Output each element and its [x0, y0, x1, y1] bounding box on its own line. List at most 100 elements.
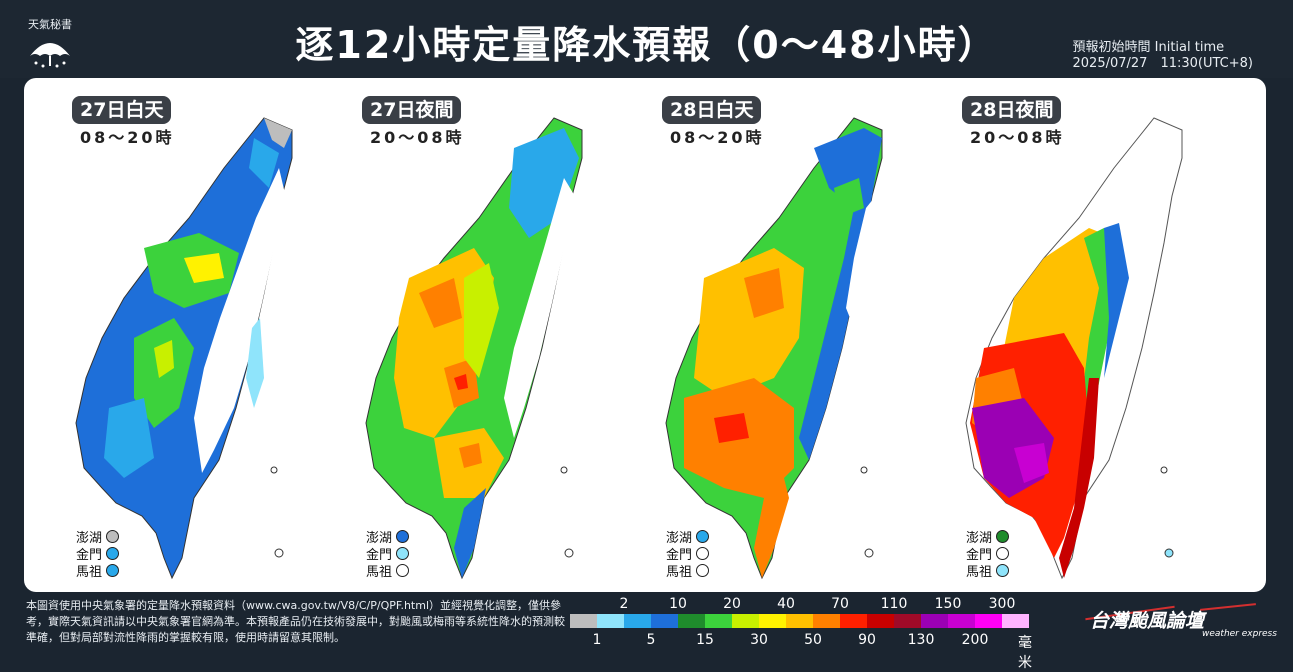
- legend-tick-label: 70: [831, 596, 849, 612]
- island-rain-dot: [996, 530, 1010, 543]
- island-name: 金門: [966, 548, 993, 563]
- logo: 天氣秘書: [22, 16, 78, 72]
- island-row: 金門: [76, 545, 120, 563]
- legend-tick-label: 30: [750, 632, 768, 648]
- island-name: 澎湖: [666, 531, 693, 546]
- outlying-islands-legend: 澎湖 金門 馬祖: [666, 528, 710, 580]
- legend-tick-label: 1: [592, 632, 602, 648]
- island-row: 馬祖: [76, 562, 120, 580]
- legend-tick-label: 200: [961, 632, 989, 648]
- island-name: 澎湖: [966, 531, 993, 546]
- panel-time-range: 08～20時: [80, 128, 175, 147]
- island-name: 馬祖: [666, 565, 693, 580]
- outlying-islands-legend: 澎湖 金門 馬祖: [966, 528, 1010, 580]
- legend-tick-label: 110: [880, 596, 908, 612]
- island-row: 金門: [666, 545, 710, 563]
- legend-tick-label: 130: [907, 632, 935, 648]
- panel-time-range: 08～20時: [670, 128, 765, 147]
- island-rain-dot: [996, 564, 1010, 577]
- legend-swatch: [705, 614, 732, 628]
- outlying-islands-legend: 澎湖 金門 馬祖: [76, 528, 120, 580]
- disclaimer-note: 本圖資使用中央氣象署的定量降水預報資料（www.cwa.gov.tw/V8/C/…: [26, 599, 565, 644]
- map-panel-3: 28日白天 08～20時 澎湖 金門 馬祖: [614, 78, 914, 592]
- legend-tick-label: 50: [804, 632, 822, 648]
- init-time-block: 預報初始時間 Initial time 2025/07/27 11:30(UTC…: [1073, 40, 1253, 72]
- island-rain-dot: [106, 564, 120, 577]
- island-name: 澎湖: [76, 531, 103, 546]
- legend-swatch: [1002, 614, 1029, 628]
- legend-swatch: [948, 614, 975, 628]
- island-name: 金門: [76, 548, 103, 563]
- panel-date-badge: 27日白天: [72, 96, 172, 124]
- legend-unit-label: 毫米: [1018, 635, 1032, 671]
- map-panel-4: 28日夜間 20～08時 澎湖 金門 馬祖: [914, 78, 1214, 592]
- island-name: 澎湖: [366, 531, 393, 546]
- island-row: 金門: [966, 545, 1010, 563]
- legend-swatch: [732, 614, 759, 628]
- island-rain-dot: [696, 547, 710, 560]
- legend-swatch: [786, 614, 813, 628]
- island-rain-dot: [106, 547, 120, 560]
- island-name: 馬祖: [366, 565, 393, 580]
- legend-swatch: [921, 614, 948, 628]
- panel-date-badge: 27日夜間: [362, 96, 462, 124]
- legend-tick-label: 15: [696, 632, 714, 648]
- legend-swatch: [597, 614, 624, 628]
- map-panel-area: 27日白天 08～20時 澎湖 金門 馬祖 27日夜間 20～08時 澎湖: [24, 78, 1266, 592]
- legend-swatch: [975, 614, 1002, 628]
- legend-tick-label: 2: [619, 596, 629, 612]
- legend-tick-label: 20: [723, 596, 741, 612]
- island-row: 澎湖: [966, 528, 1010, 546]
- init-time-value: 2025/07/27 11:30(UTC+8): [1072, 56, 1253, 71]
- page-title: 逐12小時定量降水預報（0～48小時）: [295, 23, 998, 67]
- taiwan-rain-map-4: [965, 117, 1183, 580]
- island-rain-dot: [396, 547, 410, 560]
- taiwan-rain-map-2: [365, 117, 583, 580]
- island-rain-dot: [696, 564, 710, 577]
- panel-date-badge: 28日白天: [662, 96, 762, 124]
- legend-tick-label: 300: [988, 596, 1016, 612]
- island-row: 馬祖: [366, 562, 410, 580]
- island-rain-dot: [396, 530, 410, 543]
- legend-swatch: [624, 614, 651, 628]
- island-name: 馬祖: [76, 565, 103, 580]
- island-name: 金門: [366, 548, 393, 563]
- island-row: 馬祖: [966, 562, 1010, 580]
- legend-tick-label: 90: [858, 632, 876, 648]
- map-panel-2: 27日夜間 20～08時 澎湖 金門 馬祖: [314, 78, 614, 592]
- island-rain-dot: [396, 564, 410, 577]
- island-row: 金門: [366, 545, 410, 563]
- island-rain-dot: [996, 547, 1010, 560]
- taiwan-rain-map-1: [75, 117, 293, 580]
- legend-swatch: [867, 614, 894, 628]
- legend-swatch: [840, 614, 867, 628]
- brand-tagline: weather express: [1202, 629, 1277, 639]
- brand-logo-text: 台灣颱風論壇: [1090, 610, 1205, 632]
- legend-swatch: [759, 614, 786, 628]
- legend-swatch: [894, 614, 921, 628]
- island-rain-dot: [696, 530, 710, 543]
- panel-time-range: 20～08時: [370, 128, 465, 147]
- legend-swatch: [570, 614, 597, 628]
- island-row: 馬祖: [666, 562, 710, 580]
- island-name: 金門: [666, 548, 693, 563]
- map-panel-1: 27日白天 08～20時 澎湖 金門 馬祖: [24, 78, 324, 592]
- logo-text: 天氣秘書: [28, 18, 72, 31]
- header-bar: [0, 0, 1293, 78]
- umbrella-icon: [30, 43, 70, 68]
- legend-swatch: [651, 614, 678, 628]
- island-row: 澎湖: [76, 528, 120, 546]
- island-name: 馬祖: [966, 565, 993, 580]
- panel-time-range: 20～08時: [970, 128, 1065, 147]
- island-rain-dot: [106, 530, 120, 543]
- legend-swatch: [678, 614, 705, 628]
- taiwan-rain-map-3: [665, 117, 883, 580]
- legend-tick-label: 150: [934, 596, 962, 612]
- legend-tick-label: 10: [669, 596, 687, 612]
- init-time-label: 預報初始時間 Initial time: [1072, 40, 1225, 55]
- panel-date-badge: 28日夜間: [962, 96, 1062, 124]
- island-row: 澎湖: [666, 528, 710, 546]
- island-row: 澎湖: [366, 528, 410, 546]
- legend-swatch: [813, 614, 840, 628]
- outlying-islands-legend: 澎湖 金門 馬祖: [366, 528, 410, 580]
